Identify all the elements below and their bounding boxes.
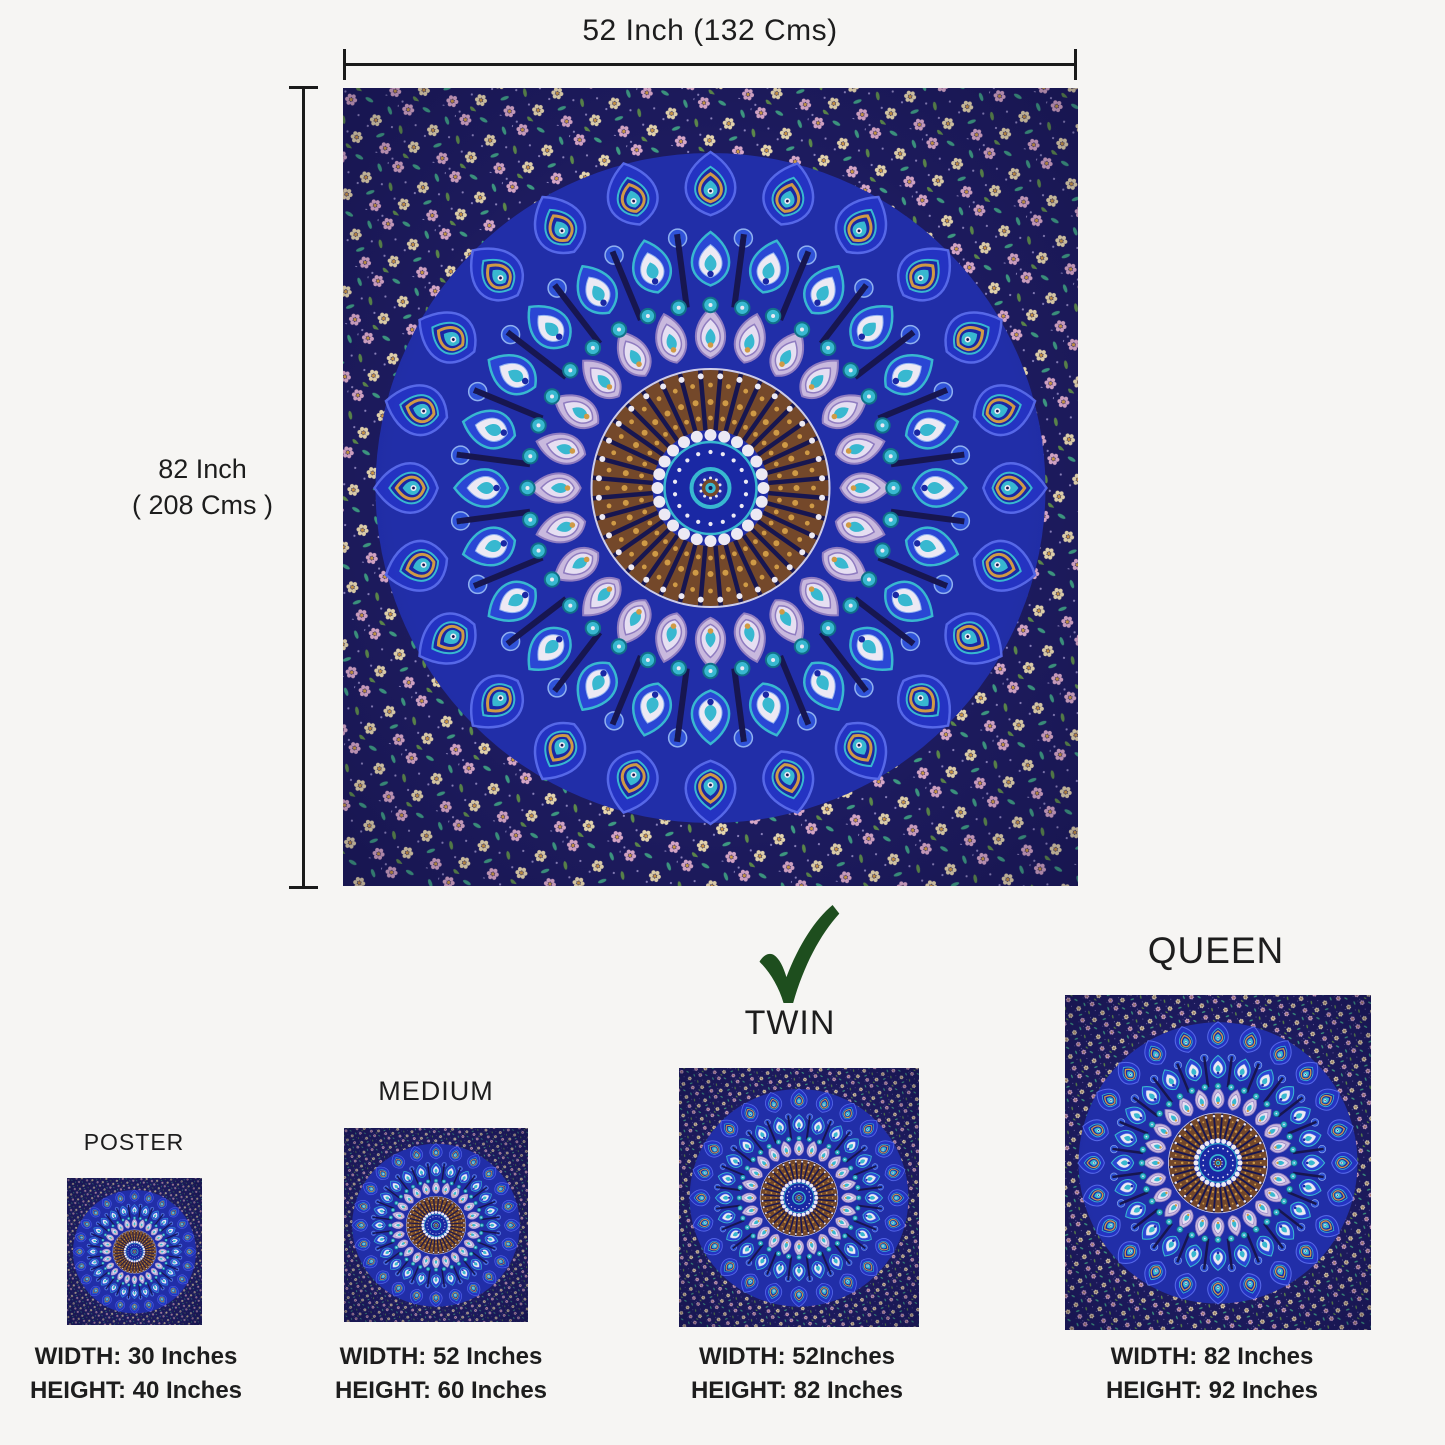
dimension-cap-bottom — [289, 886, 318, 889]
spec-width: WIDTH: 30 Inches — [34, 1343, 238, 1370]
height-dimension-line1: 82 Inch — [158, 454, 247, 484]
spec-height: HEIGHT: 92 Inches — [1105, 1377, 1319, 1404]
selected-check-icon — [759, 904, 840, 1004]
main-tapestry-image — [343, 88, 1078, 886]
spec-height: HEIGHT: 40 Inches — [29, 1377, 243, 1404]
spec-height: HEIGHT: 82 Inches — [690, 1377, 904, 1404]
size-thumbnail-medium — [344, 1128, 528, 1322]
spec-height: HEIGHT: 60 Inches — [334, 1377, 548, 1404]
size-thumbnail-twin — [679, 1068, 919, 1327]
size-specs-twin: WIDTH: 52Inches HEIGHT: 82 Inches — [637, 1340, 957, 1408]
size-specs-poster: WIDTH: 30 Inches HEIGHT: 40 Inches — [0, 1340, 296, 1408]
size-label-medium: MEDIUM — [378, 1076, 494, 1106]
spec-width: WIDTH: 82 Inches — [1110, 1343, 1314, 1370]
size-specs-medium: WIDTH: 52 Inches HEIGHT: 60 Inches — [281, 1340, 601, 1408]
width-dimension-line — [343, 49, 1077, 80]
spec-width: WIDTH: 52Inches — [698, 1343, 896, 1370]
size-label-poster: POSTER — [83, 1129, 185, 1155]
size-thumbnail-queen — [1065, 995, 1371, 1330]
size-specs-queen: WIDTH: 82 Inches HEIGHT: 92 Inches — [1052, 1340, 1372, 1408]
height-dimension-line — [289, 86, 318, 889]
height-dimension-label: 82 Inch ( 208 Cms ) — [95, 451, 310, 523]
dimension-tick-right — [1074, 49, 1077, 80]
height-dimension-line2: ( 208 Cms ) — [131, 490, 274, 520]
spec-width: WIDTH: 52 Inches — [339, 1343, 543, 1370]
dimension-tick-left — [343, 49, 346, 80]
size-label-twin: TWIN — [744, 1004, 836, 1042]
size-thumbnail-poster — [67, 1178, 202, 1325]
dimension-cap-top — [289, 86, 318, 89]
width-dimension-label: 52 Inch (132 Cms) — [582, 14, 838, 47]
size-label-queen: QUEEN — [1147, 930, 1285, 971]
